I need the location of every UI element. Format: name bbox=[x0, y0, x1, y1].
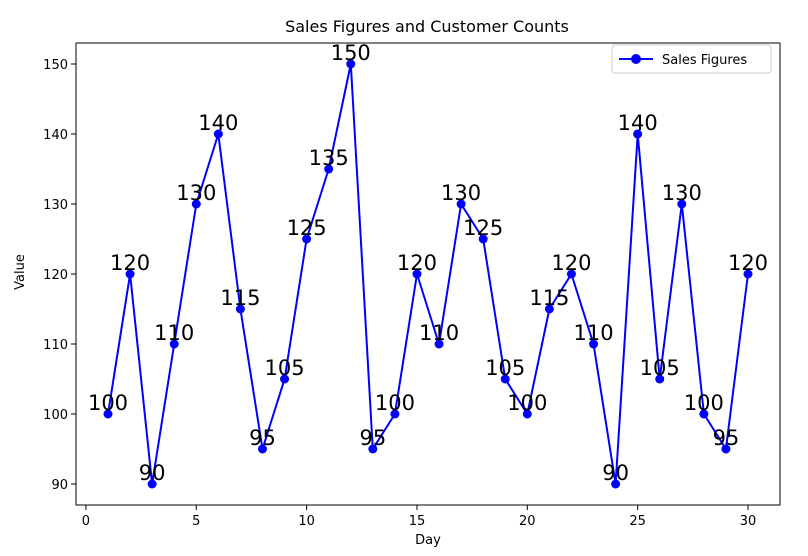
data-label: 110 bbox=[573, 321, 613, 345]
data-point bbox=[589, 339, 599, 349]
data-label: 90 bbox=[139, 461, 166, 485]
data-label: 125 bbox=[287, 216, 327, 240]
data-point bbox=[280, 374, 290, 384]
x-tick-label: 5 bbox=[192, 514, 200, 529]
y-tick-label: 110 bbox=[43, 338, 68, 353]
data-point bbox=[655, 374, 665, 384]
chart-title: Sales Figures and Customer Counts bbox=[285, 17, 569, 36]
y-tick-label: 120 bbox=[43, 268, 68, 283]
data-point bbox=[390, 409, 400, 419]
x-tick-label: 30 bbox=[740, 514, 757, 529]
data-point bbox=[566, 269, 576, 279]
data-point bbox=[213, 129, 223, 139]
data-label: 115 bbox=[220, 286, 260, 310]
data-label: 100 bbox=[375, 391, 415, 415]
data-point bbox=[434, 339, 444, 349]
data-point bbox=[721, 444, 731, 454]
y-axis-label: Value bbox=[13, 254, 28, 290]
data-label: 140 bbox=[618, 111, 658, 135]
data-label: 135 bbox=[309, 146, 349, 170]
y-tick-label: 100 bbox=[43, 408, 68, 423]
data-label: 110 bbox=[154, 321, 194, 345]
x-tick-label: 15 bbox=[409, 514, 426, 529]
data-label: 120 bbox=[397, 251, 437, 275]
data-label: 110 bbox=[419, 321, 459, 345]
legend-label: Sales Figures bbox=[662, 53, 747, 68]
data-label: 100 bbox=[684, 391, 724, 415]
data-point bbox=[544, 304, 554, 314]
data-label: 95 bbox=[359, 426, 386, 450]
data-label: 120 bbox=[110, 251, 150, 275]
data-point bbox=[257, 444, 267, 454]
data-point bbox=[412, 269, 422, 279]
data-label: 105 bbox=[485, 356, 525, 380]
data-label: 125 bbox=[463, 216, 503, 240]
data-point bbox=[522, 409, 532, 419]
y-tick-label: 140 bbox=[43, 128, 68, 143]
data-point bbox=[103, 409, 113, 419]
data-label: 100 bbox=[88, 391, 128, 415]
legend-box bbox=[611, 44, 772, 74]
data-point bbox=[346, 59, 356, 69]
data-label: 120 bbox=[551, 251, 591, 275]
y-tick-label: 130 bbox=[43, 198, 68, 213]
data-label: 95 bbox=[249, 426, 276, 450]
data-label: 120 bbox=[728, 251, 768, 275]
x-axis-label: Day bbox=[415, 533, 441, 548]
data-point bbox=[125, 269, 135, 279]
data-point bbox=[478, 234, 488, 244]
data-label: 115 bbox=[529, 286, 569, 310]
data-point bbox=[456, 199, 466, 209]
data-point bbox=[743, 269, 753, 279]
data-label: 105 bbox=[640, 356, 680, 380]
data-label: 130 bbox=[662, 181, 702, 205]
data-label: 100 bbox=[507, 391, 547, 415]
x-tick-label: 20 bbox=[519, 514, 536, 529]
y-tick-label: 90 bbox=[51, 478, 68, 493]
series-line bbox=[107, 63, 749, 485]
x-tick-label: 25 bbox=[629, 514, 646, 529]
data-point bbox=[500, 374, 510, 384]
y-tick-label: 150 bbox=[43, 58, 68, 73]
data-point bbox=[169, 339, 179, 349]
data-label: 150 bbox=[331, 41, 371, 65]
data-point bbox=[324, 164, 334, 174]
data-label: 105 bbox=[265, 356, 305, 380]
legend: Sales Figures bbox=[611, 44, 772, 74]
x-tick-label: 0 bbox=[82, 514, 90, 529]
data-label: 140 bbox=[198, 111, 238, 135]
data-label: 90 bbox=[602, 461, 629, 485]
legend-marker bbox=[631, 54, 641, 64]
data-label: 95 bbox=[713, 426, 740, 450]
data-point bbox=[368, 444, 378, 454]
x-tick-label: 10 bbox=[298, 514, 315, 529]
data-point bbox=[147, 479, 157, 489]
data-label: 130 bbox=[176, 181, 216, 205]
data-point bbox=[677, 199, 687, 209]
data-point bbox=[302, 234, 312, 244]
data-point bbox=[191, 199, 201, 209]
data-point bbox=[633, 129, 643, 139]
data-label: 130 bbox=[441, 181, 481, 205]
data-point bbox=[611, 479, 621, 489]
data-point bbox=[235, 304, 245, 314]
plot-area: 0 5 10 15 20 25 30 90 100 110 120 130 140 150 100 120 90… bbox=[43, 41, 781, 529]
data-point bbox=[699, 409, 709, 419]
